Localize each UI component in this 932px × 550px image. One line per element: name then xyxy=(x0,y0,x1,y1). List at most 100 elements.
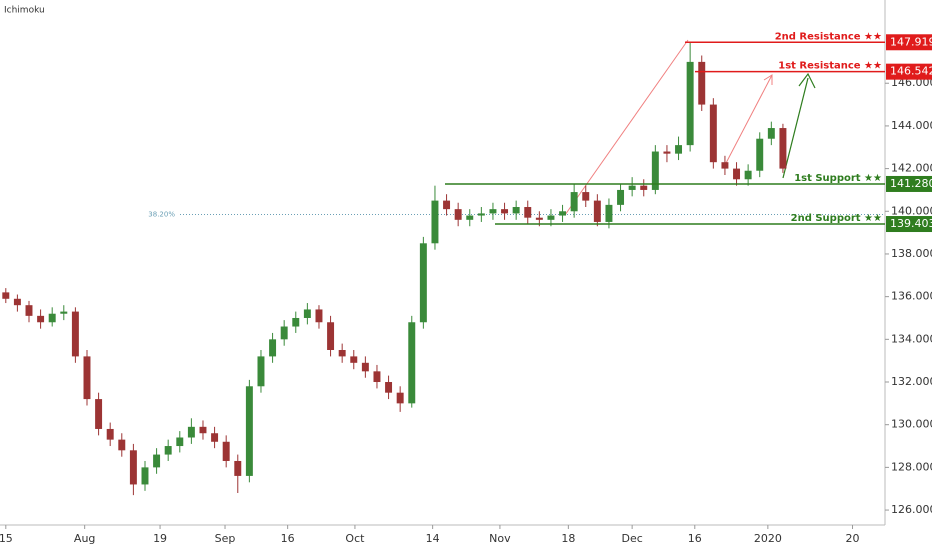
level-name: 2nd Support ★★ xyxy=(791,213,882,224)
x-tick-label: 15 xyxy=(0,532,13,545)
candle-body xyxy=(593,200,601,222)
candle-body xyxy=(779,128,787,169)
y-tick-label: 126.000 xyxy=(891,503,932,516)
candle-body xyxy=(443,200,451,210)
y-tick-label: 130.000 xyxy=(891,418,932,431)
y-tick-label: 134.000 xyxy=(891,332,932,345)
candle-body xyxy=(71,311,79,357)
candle-body xyxy=(617,189,625,205)
candle-body xyxy=(187,426,195,438)
candle-body xyxy=(419,243,427,323)
candle-body xyxy=(245,386,253,476)
level-price-box xyxy=(886,216,932,233)
level-price-box xyxy=(886,34,932,51)
candle-body xyxy=(733,168,741,180)
candle-body xyxy=(628,185,636,190)
level-name: 2nd Resistance ★★ xyxy=(775,31,882,42)
x-tick-label: 18 xyxy=(561,532,575,545)
x-tick-label: 14 xyxy=(426,532,440,545)
projection-line xyxy=(724,74,773,166)
level-price: 139.403 xyxy=(890,217,932,230)
candle-body xyxy=(512,207,520,214)
candle-body xyxy=(582,192,590,201)
candle-body xyxy=(698,61,706,105)
level-name: 1st Support ★★ xyxy=(794,173,882,184)
candle-body xyxy=(767,128,775,139)
candle-body xyxy=(744,170,752,180)
candle-body xyxy=(338,350,346,357)
candle-body xyxy=(651,151,659,190)
candle-body xyxy=(547,215,555,220)
y-tick-label: 132.000 xyxy=(891,375,932,388)
level-price: 146.542 xyxy=(890,65,932,78)
candle-body xyxy=(211,433,219,442)
candle-body xyxy=(60,311,68,314)
candle-body xyxy=(709,104,717,163)
candle-body xyxy=(466,215,474,220)
candle-body xyxy=(164,446,172,455)
projection-arrow xyxy=(763,74,773,85)
y-tick-label: 136.000 xyxy=(891,290,932,303)
candle-body xyxy=(280,326,288,340)
x-tick-label: 19 xyxy=(153,532,167,545)
level-price-box xyxy=(886,63,932,80)
candle-body xyxy=(640,185,648,190)
candle-body xyxy=(234,460,242,476)
candle-body xyxy=(605,204,613,222)
candle-body xyxy=(396,392,404,404)
candle-body xyxy=(663,151,671,154)
candle-body xyxy=(257,356,265,387)
x-tick-label: 16 xyxy=(281,532,295,545)
candle-body xyxy=(129,450,137,485)
x-tick-label: Dec xyxy=(621,532,642,545)
y-tick-label: 142.000 xyxy=(891,162,932,175)
candle-body xyxy=(524,207,532,218)
candle-body xyxy=(153,454,161,468)
candle-body xyxy=(141,467,149,485)
candle-body xyxy=(559,211,567,216)
candle-body xyxy=(686,61,694,146)
x-tick-label: Oct xyxy=(345,532,365,545)
candle-body xyxy=(385,382,393,393)
candle-body xyxy=(303,309,311,318)
candle-body xyxy=(756,138,764,171)
x-tick-label: 20 xyxy=(846,532,860,545)
candle-body xyxy=(361,362,369,372)
y-tick-label: 128.000 xyxy=(891,460,932,473)
candle-body xyxy=(489,209,497,214)
candle-body xyxy=(350,356,358,363)
candle-body xyxy=(13,298,21,306)
candle-body xyxy=(199,426,207,434)
candle-body xyxy=(570,192,578,212)
candle-body xyxy=(292,317,300,327)
candle-body xyxy=(95,399,103,429)
candle-body xyxy=(327,322,335,350)
candle-body xyxy=(48,313,56,323)
x-tick-label: 2020 xyxy=(754,532,782,545)
candle-body xyxy=(373,371,381,383)
fib-label: 38.20% xyxy=(148,210,175,218)
level-price-box xyxy=(886,175,932,192)
candle-body xyxy=(675,145,683,154)
candle-body xyxy=(25,305,33,316)
x-tick-label: Nov xyxy=(489,532,511,545)
y-tick-label: 144.000 xyxy=(891,119,932,132)
candle-body xyxy=(2,292,10,299)
candle-body xyxy=(83,356,91,400)
candle-body xyxy=(501,209,509,214)
candle-body xyxy=(431,200,439,244)
candle-body xyxy=(37,315,45,323)
candle-body xyxy=(176,437,184,447)
candle-body xyxy=(477,213,485,216)
level-name: 1st Resistance ★★ xyxy=(778,61,882,72)
level-price: 141.280 xyxy=(890,177,932,190)
candle-body xyxy=(535,217,543,220)
candle-body xyxy=(454,209,462,220)
candle-body xyxy=(315,309,323,323)
x-tick-label: 16 xyxy=(688,532,702,545)
indicator-label: Ichimoku xyxy=(4,6,45,16)
candle-body xyxy=(721,162,729,169)
x-tick-label: Aug xyxy=(74,532,95,545)
